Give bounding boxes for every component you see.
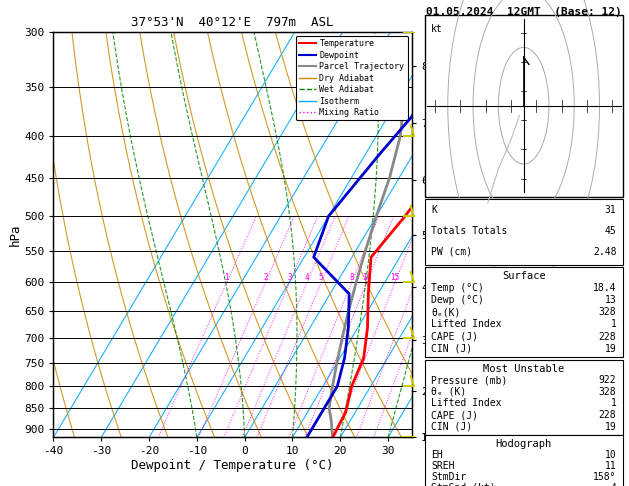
X-axis label: Dewpoint / Temperature (°C): Dewpoint / Temperature (°C) xyxy=(131,459,334,472)
Text: 1: 1 xyxy=(225,273,229,282)
Text: StmSpd (kt): StmSpd (kt) xyxy=(431,483,496,486)
Text: 8: 8 xyxy=(350,273,354,282)
Text: CIN (J): CIN (J) xyxy=(431,422,472,432)
Text: EH: EH xyxy=(431,450,443,460)
Text: 11: 11 xyxy=(604,461,616,471)
Text: 5: 5 xyxy=(319,273,323,282)
Text: Surface: Surface xyxy=(502,271,545,281)
Y-axis label: km
ASL: km ASL xyxy=(434,224,455,245)
Bar xyxy=(425,199,623,265)
Text: 13: 13 xyxy=(604,295,616,305)
Text: 1: 1 xyxy=(611,319,616,330)
Text: Most Unstable: Most Unstable xyxy=(483,364,564,374)
Text: 922: 922 xyxy=(599,375,616,385)
Text: CAPE (J): CAPE (J) xyxy=(431,331,478,342)
Text: 328: 328 xyxy=(599,387,616,397)
Text: 4: 4 xyxy=(305,273,309,282)
Title: 37°53'N  40°12'E  797m  ASL: 37°53'N 40°12'E 797m ASL xyxy=(131,16,334,29)
Bar xyxy=(425,267,623,357)
Text: Pressure (mb): Pressure (mb) xyxy=(431,375,508,385)
Bar xyxy=(425,435,623,486)
Text: LCL: LCL xyxy=(441,402,459,412)
Text: θₑ (K): θₑ (K) xyxy=(431,387,466,397)
Text: 158°: 158° xyxy=(593,472,616,482)
Y-axis label: hPa: hPa xyxy=(8,223,21,246)
Text: CAPE (J): CAPE (J) xyxy=(431,410,478,420)
Text: 01.05.2024  12GMT  (Base: 12): 01.05.2024 12GMT (Base: 12) xyxy=(426,7,621,17)
Text: 1: 1 xyxy=(611,399,616,408)
Text: 328: 328 xyxy=(599,307,616,317)
Bar xyxy=(425,15,623,197)
Bar xyxy=(425,360,623,435)
Text: Temp (°C): Temp (°C) xyxy=(431,283,484,293)
Text: 19: 19 xyxy=(604,422,616,432)
Text: 2: 2 xyxy=(264,273,268,282)
Legend: Temperature, Dewpoint, Parcel Trajectory, Dry Adiabat, Wet Adiabat, Isotherm, Mi: Temperature, Dewpoint, Parcel Trajectory… xyxy=(296,36,408,121)
Text: 2.48: 2.48 xyxy=(593,247,616,257)
Text: 10: 10 xyxy=(604,450,616,460)
Text: Lifted Index: Lifted Index xyxy=(431,399,501,408)
Text: Totals Totals: Totals Totals xyxy=(431,226,508,236)
Text: SREH: SREH xyxy=(431,461,454,471)
Text: θₑ(K): θₑ(K) xyxy=(431,307,460,317)
Text: 15: 15 xyxy=(391,273,399,282)
Text: 45: 45 xyxy=(604,226,616,236)
Text: 19: 19 xyxy=(604,344,616,354)
Text: 228: 228 xyxy=(599,410,616,420)
Text: 31: 31 xyxy=(604,205,616,215)
Text: 18.4: 18.4 xyxy=(593,283,616,293)
Text: Hodograph: Hodograph xyxy=(496,439,552,449)
Text: 3: 3 xyxy=(287,273,292,282)
Text: 10: 10 xyxy=(362,273,372,282)
Text: kt: kt xyxy=(431,24,443,35)
Text: StmDir: StmDir xyxy=(431,472,466,482)
Text: PW (cm): PW (cm) xyxy=(431,247,472,257)
Text: CIN (J): CIN (J) xyxy=(431,344,472,354)
Text: Dewp (°C): Dewp (°C) xyxy=(431,295,484,305)
Text: Lifted Index: Lifted Index xyxy=(431,319,501,330)
Text: 4: 4 xyxy=(611,483,616,486)
Text: K: K xyxy=(431,205,437,215)
Text: 228: 228 xyxy=(599,331,616,342)
